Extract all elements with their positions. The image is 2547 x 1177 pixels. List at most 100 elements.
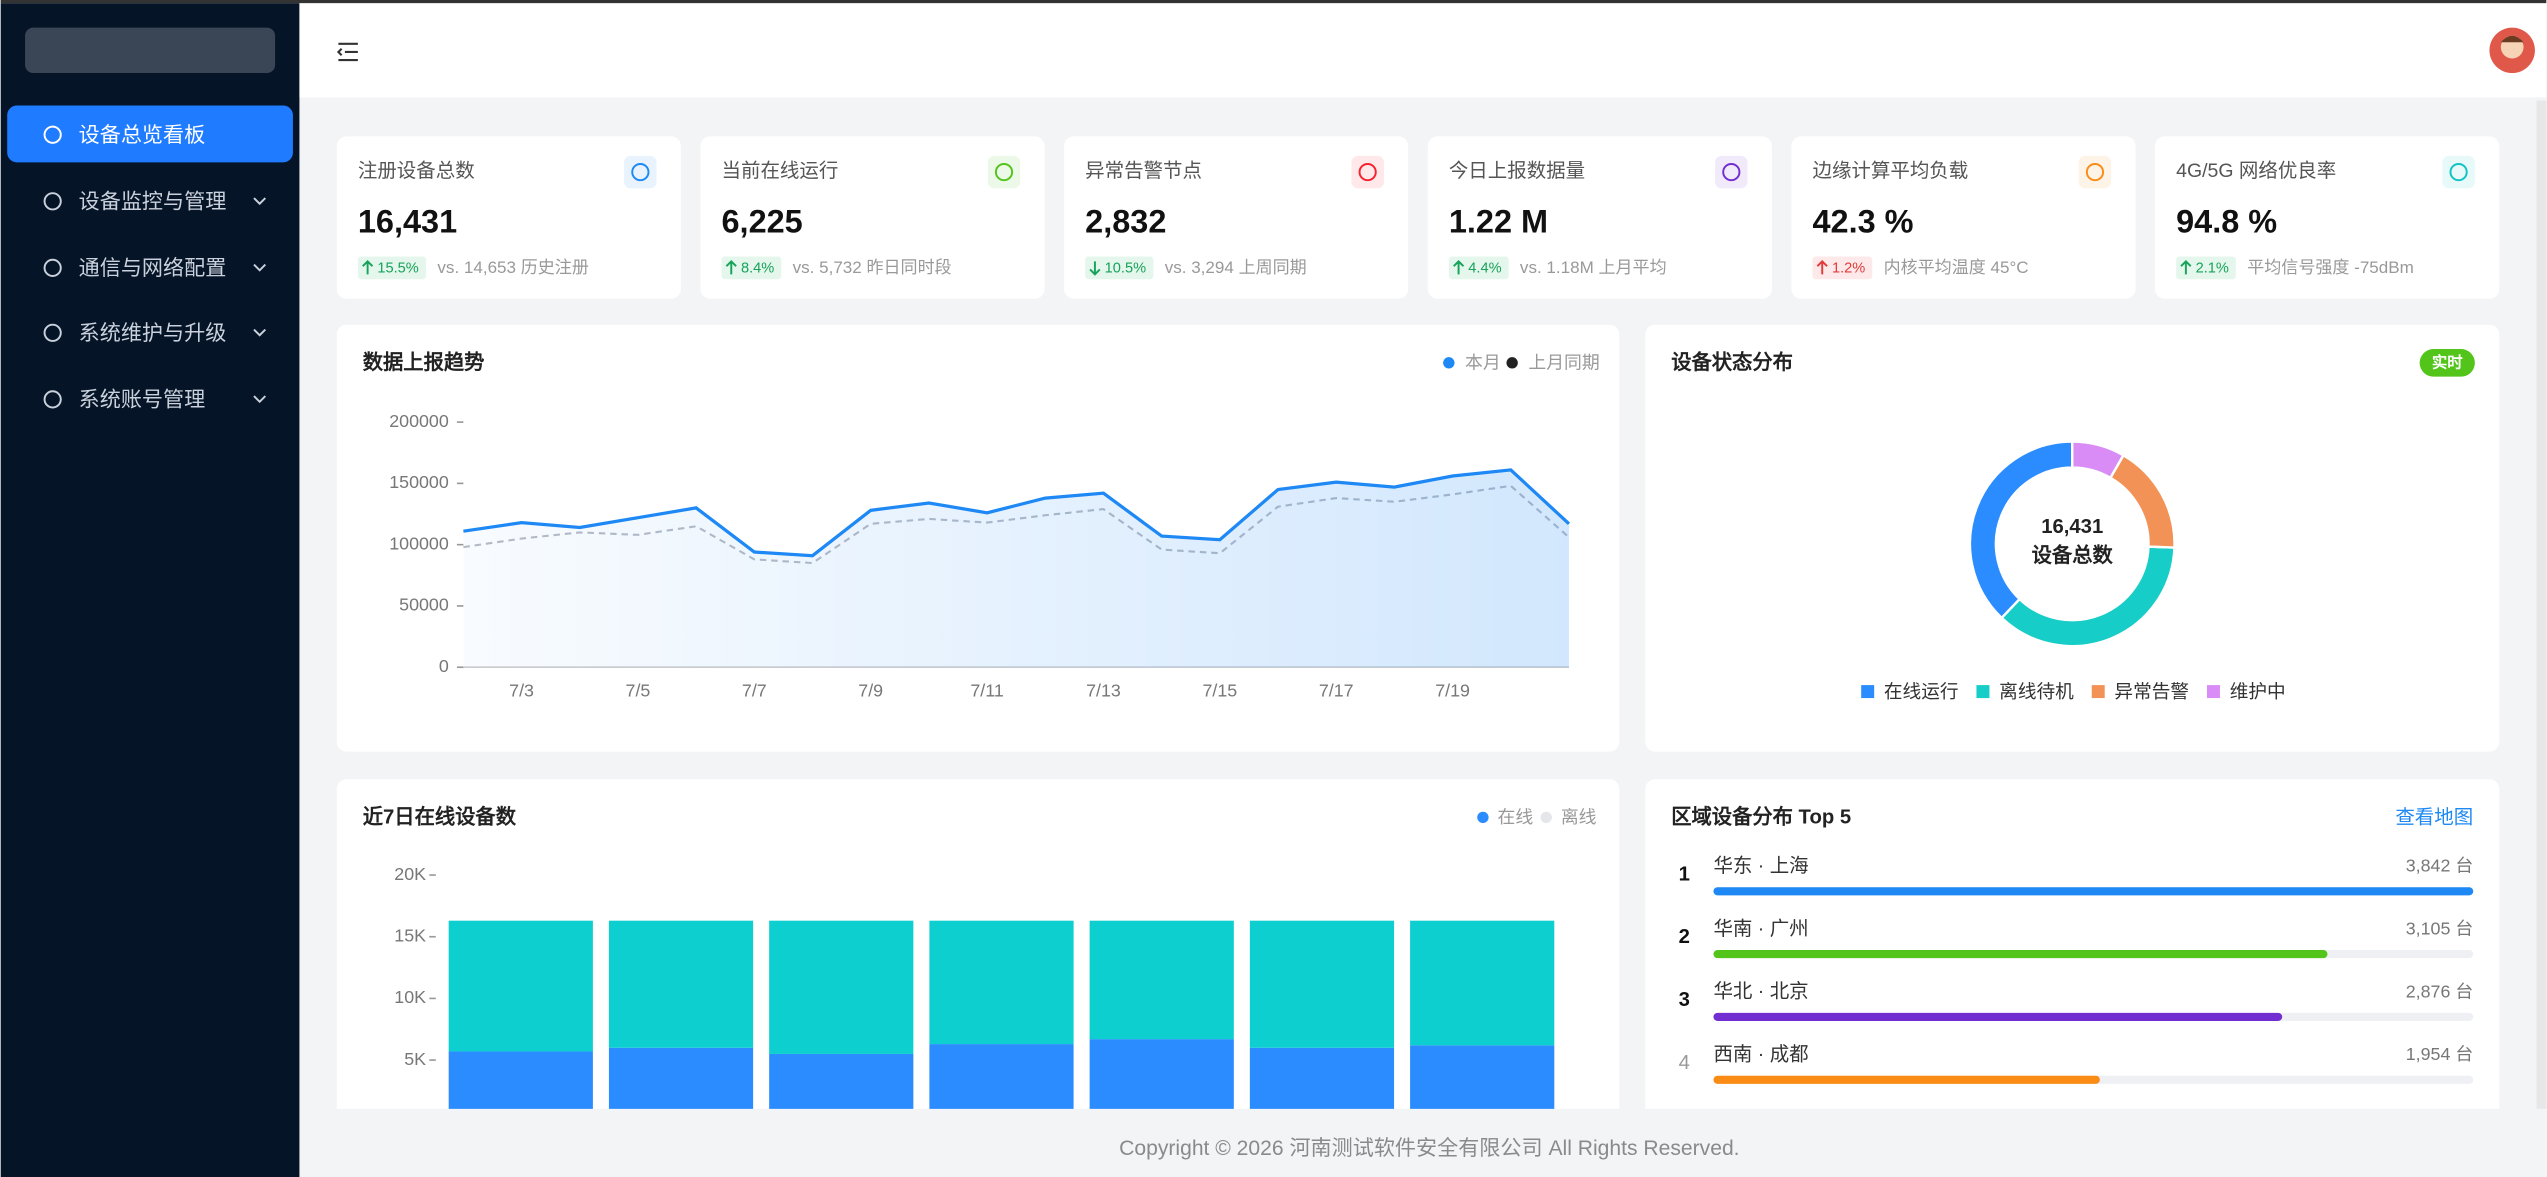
legend-label: 上月同期: [1528, 352, 1599, 372]
panel-title: 近7日在线设备数: [363, 805, 517, 829]
stat-compare: 平均信号强度 -75dBm: [2247, 258, 2414, 277]
legend-label: 离线: [1561, 807, 1597, 827]
delta-arrow: [1453, 259, 1465, 275]
menu-chevron: [253, 197, 267, 206]
delta-arrow: [362, 259, 374, 275]
menu-item[interactable]: 系统维护与升级: [43, 321, 267, 345]
menu-icon: [43, 323, 62, 342]
delta-badge: [1085, 256, 1154, 280]
menu-chevron: [253, 263, 267, 272]
region-value: 1,954 台: [2406, 1044, 2473, 1064]
bar: [1713, 950, 2328, 959]
rank: 3: [1679, 989, 1690, 1011]
bar-segment: [1410, 1045, 1555, 1109]
delta-text: 10.5%: [1105, 261, 1146, 277]
x-tick-label: 7/11: [970, 680, 1003, 700]
region-name: 华东 · 上海: [1713, 855, 1808, 877]
stat-card: 边缘计算平均负载 42.3 % 1.2% 内核平均温度 45°C: [1791, 136, 2136, 299]
delta-text: 8.4%: [741, 261, 774, 277]
stat-title: 注册设备总数: [358, 160, 475, 182]
delta-badge: [721, 256, 782, 280]
bar-segment: [608, 920, 754, 1048]
x-tick-label: 7/3: [509, 680, 534, 700]
legend-swatch: [2206, 685, 2220, 699]
y-tick-label: 150000: [389, 472, 449, 492]
y-tick-label: 200000: [389, 411, 449, 431]
bar-segment: [929, 920, 1074, 1045]
legend-swatch: [1506, 357, 1518, 369]
stat-value: 42.3 %: [1812, 204, 1913, 240]
panel-bg: [1645, 324, 2500, 752]
menu-label: 系统账号管理: [79, 388, 206, 412]
panel-title: 设备状态分布: [1671, 350, 1793, 374]
x-tick-label: 7/15: [1202, 680, 1237, 700]
bar-segment: [1249, 1047, 1395, 1109]
stat-icon: [2085, 162, 2105, 182]
region-name: 华北 · 北京: [1713, 981, 1808, 1003]
line: [463, 468, 1571, 558]
legend-swatch: [1540, 811, 1552, 824]
stat-icon: [1722, 162, 1741, 182]
menu-item[interactable]: 设备总览看板: [7, 105, 293, 163]
stat-title: 边缘计算平均负载: [1812, 160, 1968, 182]
menu-icon: [43, 390, 62, 409]
menu-item[interactable]: 通信与网络配置: [43, 256, 267, 280]
y-tick-label: 10K: [394, 987, 426, 1007]
panel-title: 数据上报趋势: [363, 350, 485, 374]
bar-segment: [769, 1053, 914, 1109]
delta-badge: [2176, 256, 2236, 280]
menu-toggle[interactable]: [336, 42, 358, 62]
stat-card: 今日上报数据量 1.22 M 4.4% vs. 1.18M 上月平均: [1427, 136, 1772, 299]
menu-chevron: [253, 395, 267, 404]
legend-label: 异常告警: [2114, 681, 2189, 702]
region-value: 3,105 台: [2406, 918, 2473, 938]
map-link[interactable]: 查看地图: [2395, 806, 2473, 828]
panel: 近7日在线设备数 5K 10K 15K 20K 在线 离线: [336, 779, 1620, 1109]
stat-title: 当前在线运行: [722, 160, 839, 182]
bar-segment: [1089, 920, 1234, 1040]
stat-icon: [2449, 162, 2468, 182]
delta-arrow: [1816, 259, 1828, 275]
region-value: 2,876 台: [2406, 981, 2473, 1001]
menu-item[interactable]: 设备监控与管理: [43, 190, 267, 214]
region-name: 西南 · 成都: [1713, 1044, 1808, 1066]
card-bg: [1791, 136, 2136, 299]
menu-item[interactable]: 系统账号管理: [43, 388, 267, 412]
panel-bg: [1645, 779, 2500, 1109]
panel-title: 区域设备分布 Top 5: [1671, 805, 1851, 829]
scrollbar: [2536, 100, 2547, 1109]
sidebar: [0, 3, 300, 1177]
stat-icon: [994, 162, 1014, 182]
bar-segment: [448, 1051, 593, 1109]
donut-segment: [2071, 440, 2126, 480]
stat-compare: vs. 5,732 昨日同时段: [793, 258, 952, 277]
donut-center-value: 16,431: [2041, 516, 2103, 538]
legend-label: 在线: [1498, 807, 1534, 827]
stat-value: 16,431: [358, 204, 457, 240]
stat-title: 4G/5G 网络优良率: [2176, 160, 2336, 182]
stat-compare: vs. 3,294 上周同期: [1165, 258, 1307, 277]
menu-label: 通信与网络配置: [79, 256, 227, 280]
bar: [1713, 1012, 2283, 1021]
rank: 4: [1679, 1052, 1690, 1074]
legend-label: 维护中: [2230, 681, 2286, 702]
delta-text: 2.1%: [2196, 261, 2229, 277]
menu-icon: [43, 192, 62, 211]
bar-segment: [929, 1044, 1074, 1109]
menu-icon: [43, 258, 62, 277]
menu-active-bg: [7, 105, 293, 163]
x-tick-label: 7/19: [1435, 680, 1470, 700]
y-tick-label: 100000: [389, 533, 449, 553]
card-bg: [1427, 136, 1772, 299]
rank: 2: [1679, 926, 1690, 948]
x-tick-label: 7/7: [742, 680, 767, 700]
delta-arrow: [1089, 261, 1101, 276]
avatar[interactable]: [2489, 27, 2535, 74]
delta-badge: [357, 256, 427, 280]
stat-icon: [631, 162, 650, 182]
delta-text: 1.2%: [1832, 261, 1865, 277]
badge-bg: [2419, 349, 2475, 377]
stat-card: 异常告警节点 2,832 10.5% vs. 3,294 上周同期: [1064, 136, 1409, 299]
legend-swatch: [1443, 357, 1455, 369]
menu-chevron: [253, 328, 267, 337]
